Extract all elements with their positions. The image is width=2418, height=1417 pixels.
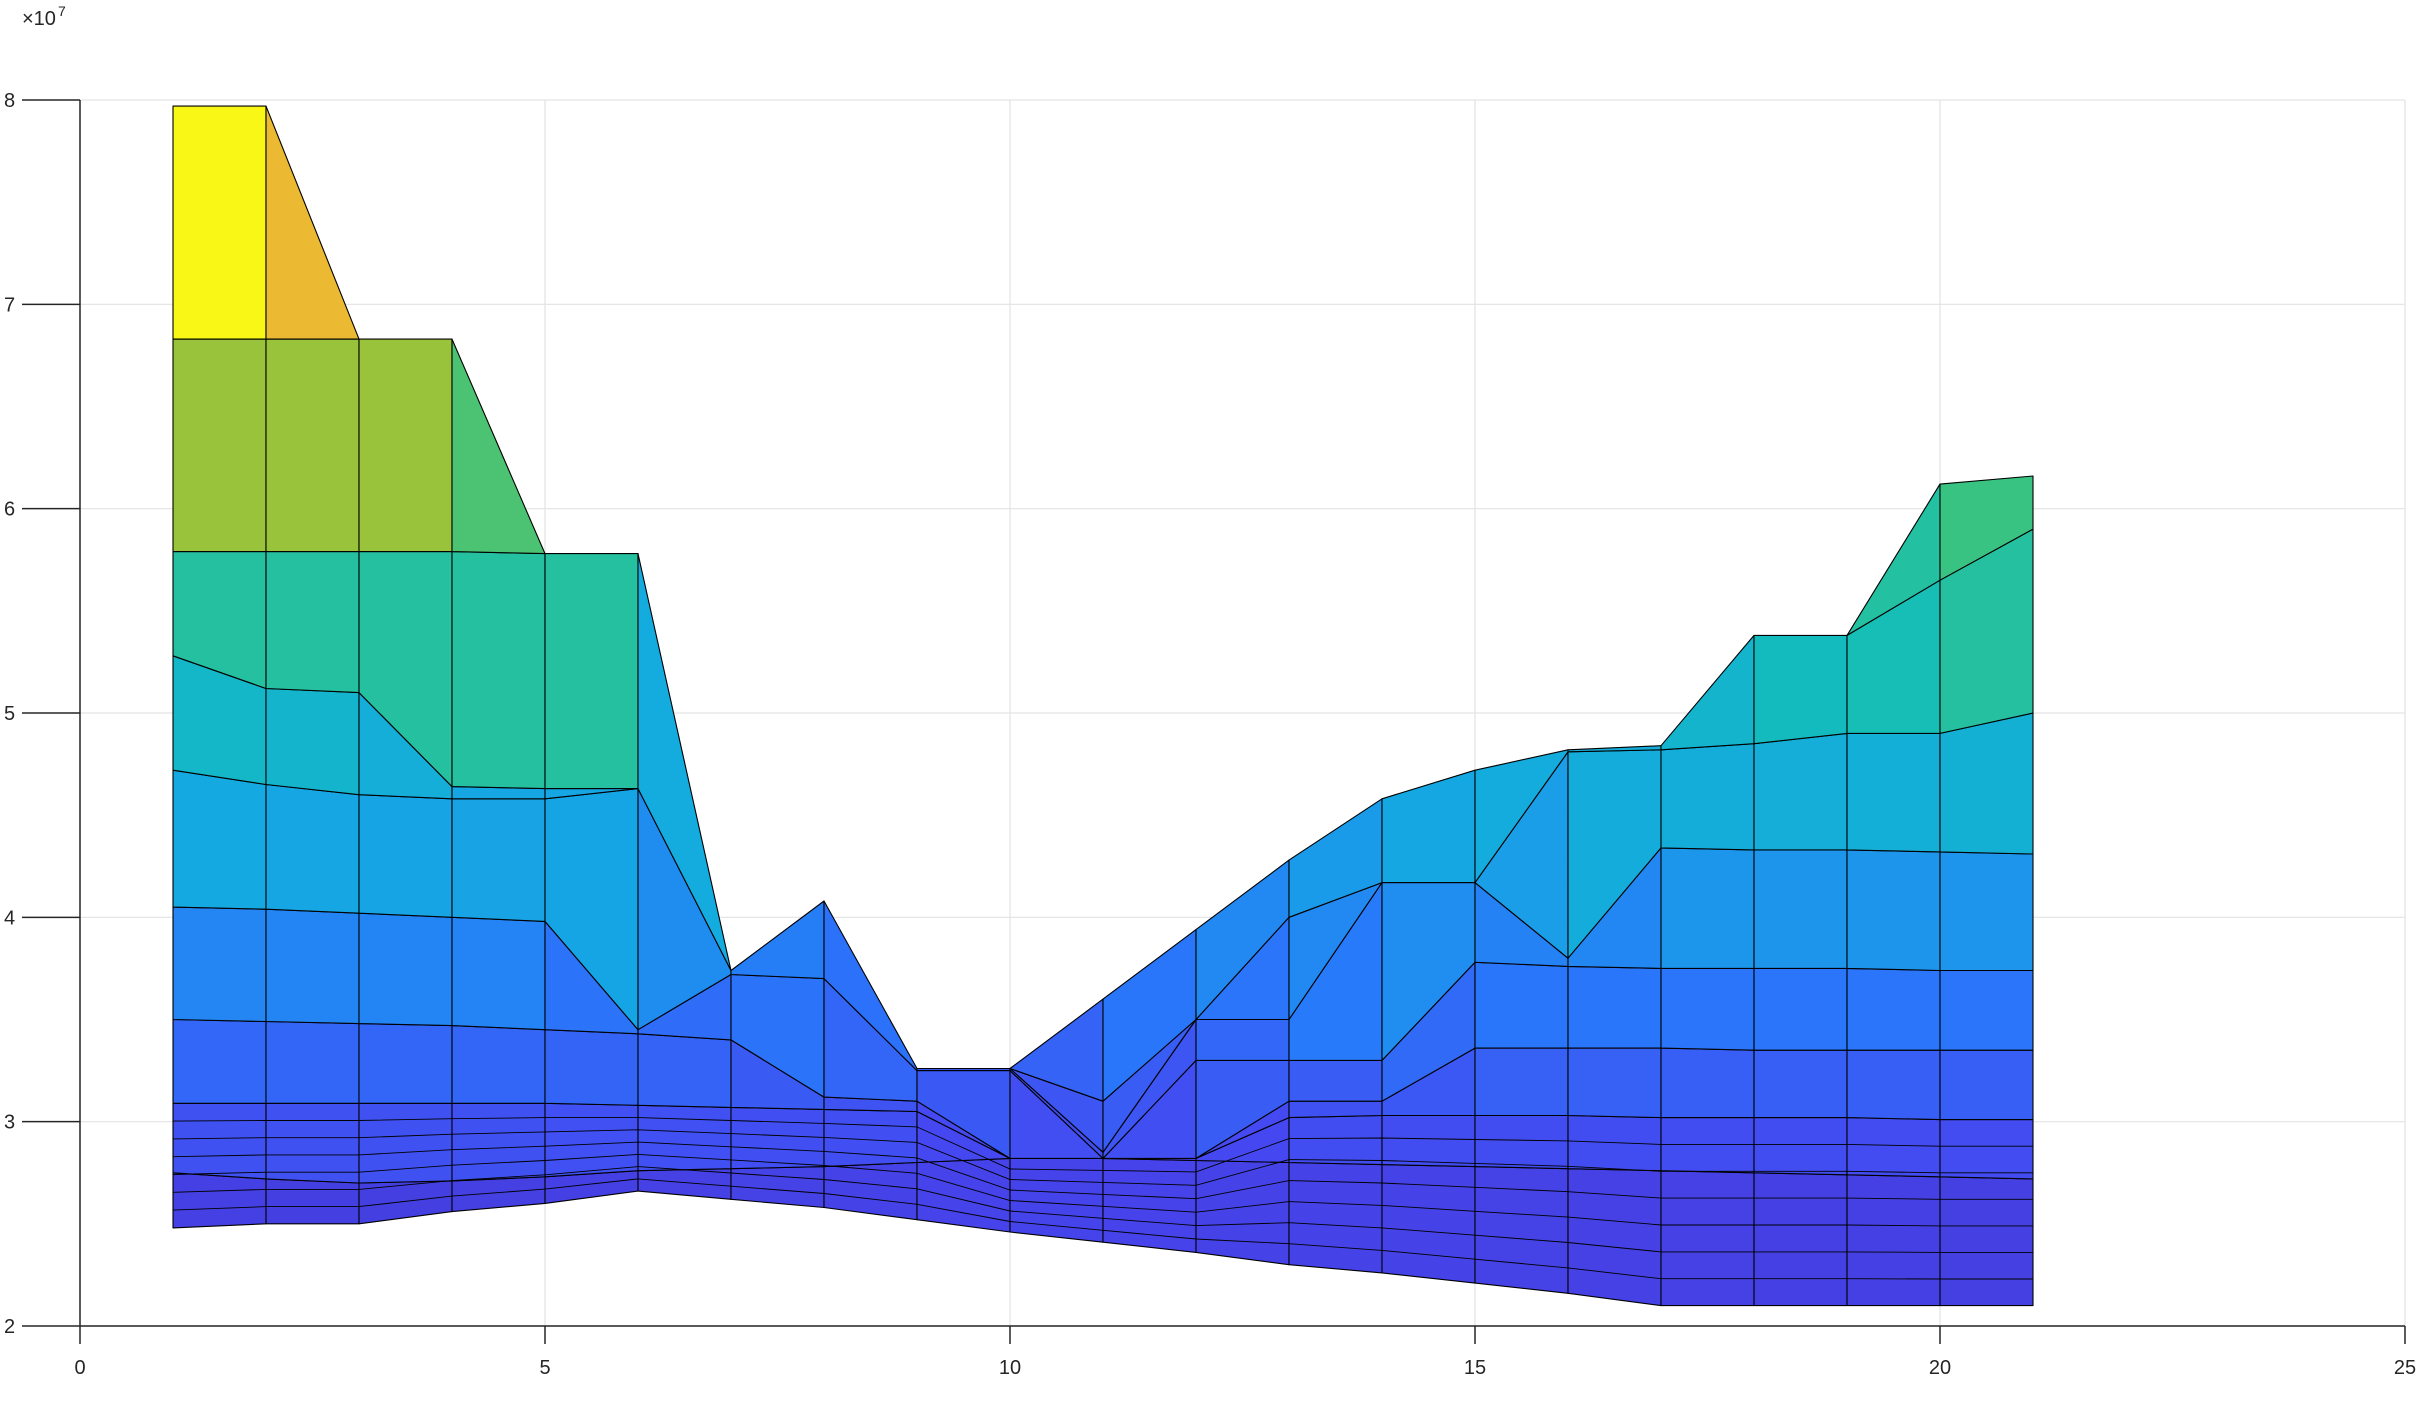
surface-face <box>1288 1114 1383 1166</box>
surface-face <box>1381 1114 1476 1168</box>
surface-face <box>265 551 360 694</box>
y-tick-label: 8 <box>4 90 15 112</box>
surface-face <box>172 1172 267 1229</box>
surface-face <box>265 687 360 796</box>
surface-face <box>1846 1049 1941 1121</box>
surface-face <box>265 908 360 1025</box>
surface-face <box>1288 1161 1383 1274</box>
surface-face <box>1195 1159 1290 1266</box>
surface-face <box>544 553 639 790</box>
x-tick-label: 20 <box>1929 1357 1951 1379</box>
surface-face <box>265 1102 360 1184</box>
surface-face <box>172 1018 267 1104</box>
y-tick-label: 7 <box>4 294 15 316</box>
surface-face <box>730 1106 825 1170</box>
surface-face <box>1846 732 1941 853</box>
surface-face <box>1567 965 1662 1049</box>
y-exponent-power: 7 <box>58 3 66 19</box>
surface-face <box>637 1104 732 1172</box>
surface-face <box>637 1033 732 1108</box>
surface-face <box>172 769 267 910</box>
surface-face <box>1009 1157 1104 1243</box>
surface-face <box>172 105 267 340</box>
x-tick-label: 0 <box>74 1357 85 1379</box>
surface-face <box>172 906 267 1023</box>
surface-face <box>1939 1176 2034 1307</box>
surface-face <box>1753 967 1848 1051</box>
surface-face <box>1846 967 1941 1051</box>
surface-face <box>265 783 360 914</box>
surface-face <box>1567 1047 1662 1119</box>
surface-face <box>1846 1174 1941 1307</box>
tick-labels: 0 5 10 15 20 25 2 3 4 5 6 7 8 <box>4 90 2416 1379</box>
y-tick-label: 5 <box>4 703 15 725</box>
surface-face <box>1288 1100 1383 1119</box>
surface-face <box>1846 1117 1941 1178</box>
surface-face <box>1753 634 1848 745</box>
surface-face <box>1474 1166 1569 1294</box>
y-exponent-label: ×10 7 <box>22 3 66 30</box>
surface-face <box>1939 1049 2034 1121</box>
surface-face <box>1753 1172 1848 1307</box>
surface-face <box>1660 967 1755 1051</box>
surface-face <box>451 916 546 1031</box>
surface-face <box>451 1025 546 1104</box>
surface-face <box>172 338 267 553</box>
surface-face <box>916 1157 1011 1233</box>
surface-face <box>1660 1047 1755 1119</box>
x-tick-label: 5 <box>539 1357 550 1379</box>
surface-face <box>1381 1164 1476 1284</box>
surface-face <box>1753 849 1848 969</box>
surface-face <box>1939 851 2034 972</box>
surface-face <box>172 1102 267 1180</box>
surface-face <box>358 338 453 553</box>
surface-face <box>916 1067 1011 1072</box>
x-tick-label: 25 <box>2394 1357 2416 1379</box>
surface-face <box>265 1178 360 1225</box>
surface-face <box>358 912 453 1027</box>
surface-face <box>1660 743 1755 851</box>
surface-face <box>1195 1018 1290 1061</box>
surface-face <box>544 1102 639 1178</box>
y-tick-label: 6 <box>4 499 15 521</box>
surface-face <box>1660 1117 1755 1174</box>
y-exponent-base: ×10 <box>22 8 56 30</box>
surface-face <box>1753 732 1848 851</box>
surface-face <box>1102 1157 1197 1253</box>
surface-face <box>358 1023 453 1104</box>
y-tick-label: 2 <box>4 1316 15 1338</box>
x-tick-label: 15 <box>1464 1357 1486 1379</box>
surface-face <box>451 798 546 922</box>
surface-face <box>1939 712 2034 855</box>
surface-face <box>1846 849 1941 972</box>
surface-face <box>1567 1168 1662 1307</box>
surface-face <box>1660 847 1755 969</box>
surface-face <box>1753 1049 1848 1119</box>
surface-face <box>265 1020 360 1104</box>
y-tick-label: 3 <box>4 1112 15 1134</box>
surface-face <box>1474 961 1569 1049</box>
surface-face <box>544 1029 639 1106</box>
surface-face <box>451 551 546 790</box>
surface-face <box>1939 969 2034 1051</box>
surface-face <box>1660 1170 1755 1307</box>
surface-face <box>358 794 453 918</box>
surface-face <box>1939 1119 2034 1180</box>
surface-face <box>1288 1059 1383 1102</box>
y-tick-label: 4 <box>4 907 15 929</box>
surface-face <box>1474 1047 1569 1117</box>
surface-mesh <box>172 105 2034 1307</box>
surface-face <box>1474 1114 1569 1170</box>
surface-face <box>265 338 360 553</box>
surface-face <box>1753 1117 1848 1176</box>
x-tick-label: 10 <box>999 1357 1021 1379</box>
surface-face <box>451 1102 546 1182</box>
